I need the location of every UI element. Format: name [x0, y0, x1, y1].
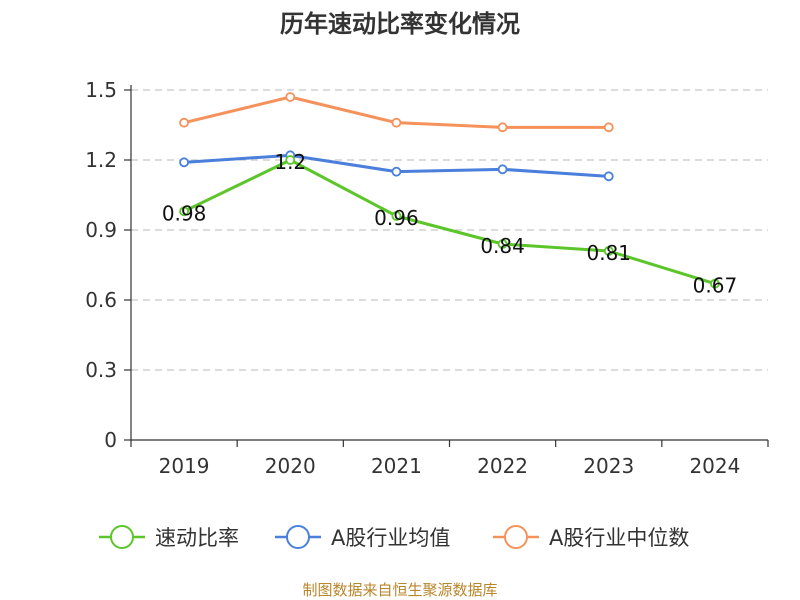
x-tick-label: 2021: [371, 454, 422, 478]
legend-label: 速动比率: [155, 526, 239, 550]
legend: 速动比率 A股行业均值 A股行业中位数: [99, 525, 689, 550]
legend-item: A股行业均值: [275, 525, 450, 550]
y-tick-label: 0.6: [85, 288, 117, 312]
source-note: 制图数据来自恒生聚源数据库: [302, 581, 497, 599]
x-tick-label: 2019: [159, 454, 210, 478]
x-tick-label: 2022: [477, 454, 528, 478]
legend-label: A股行业均值: [331, 526, 450, 550]
data-point: [603, 246, 614, 256]
data-point: [179, 206, 189, 217]
data-point: [285, 155, 296, 165]
legend-marker: [504, 525, 528, 549]
series-lines: [179, 92, 720, 289]
legend-item: 速动比率: [99, 525, 239, 550]
axes: 0 0.3 0.6 0.9 1.2 1.5 2019 2020 2021 2022 2023 2024: [85, 78, 769, 478]
legend-item: A股行业中位数: [493, 525, 689, 550]
x-tick-label: 2023: [583, 454, 634, 478]
y-tick-label: 0.3: [85, 358, 117, 382]
data-point: [391, 211, 402, 221]
data-labels: 0.98 1.2 0.96 0.84 0.81 0.67: [162, 150, 737, 298]
data-label: 0.96: [374, 206, 419, 230]
legend-marker: [110, 525, 134, 549]
chart-title: 历年速动比率变化情况: [280, 10, 520, 38]
data-point: [497, 122, 508, 133]
data-point: [179, 117, 189, 128]
y-tick-label: 1.5: [85, 78, 117, 102]
y-tick-label: 0.9: [85, 218, 117, 242]
data-point: [603, 122, 614, 133]
legend-label: A股行业中位数: [549, 526, 689, 550]
data-point: [391, 166, 402, 177]
data-point: [391, 117, 402, 128]
data-label: 0.84: [480, 234, 525, 258]
x-tick-label: 2024: [689, 454, 740, 478]
y-tick-label: 1.2: [85, 148, 117, 172]
data-point: [285, 92, 296, 102]
x-tick-label: 2020: [265, 454, 316, 478]
data-point: [497, 164, 508, 175]
series-line: [183, 158, 716, 286]
data-point: [710, 278, 720, 289]
data-point: [603, 171, 614, 182]
data-label: 0.67: [693, 274, 738, 298]
data-point: [179, 157, 189, 168]
y-tick-label: 0: [104, 428, 117, 452]
data-point: [497, 239, 508, 249]
data-label: 1.2: [274, 150, 306, 174]
legend-marker: [286, 525, 310, 549]
data-label: 0.81: [586, 241, 631, 265]
data-label: 0.98: [162, 201, 207, 225]
